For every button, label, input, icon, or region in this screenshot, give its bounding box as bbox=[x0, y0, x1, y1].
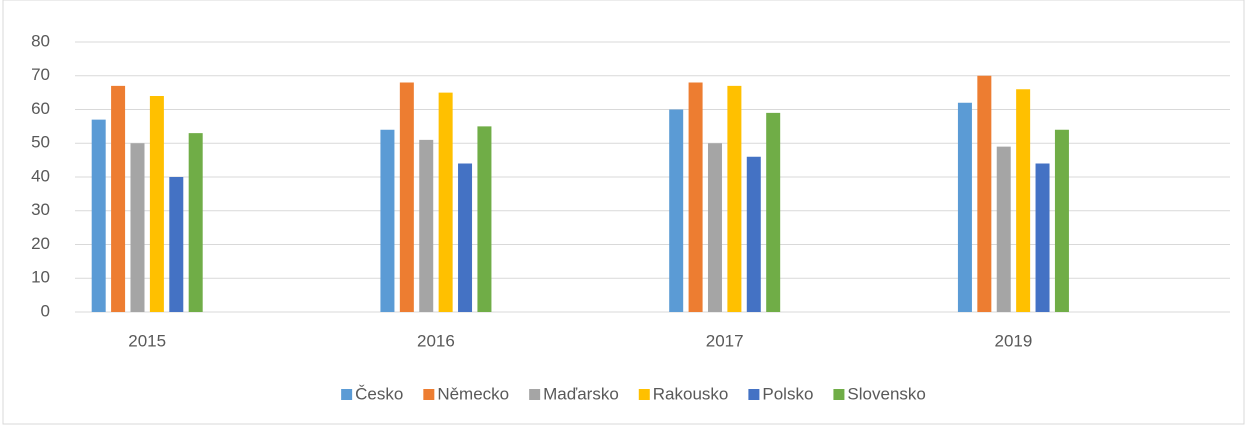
legend-label: Slovensko bbox=[847, 384, 925, 403]
y-tick-label: 10 bbox=[31, 268, 50, 287]
y-tick-label: 0 bbox=[41, 301, 50, 320]
bar bbox=[1054, 129, 1069, 312]
bar bbox=[477, 126, 492, 312]
bar bbox=[977, 75, 992, 312]
legend-swatch bbox=[748, 389, 760, 400]
bar bbox=[957, 102, 972, 312]
legend-swatch bbox=[529, 389, 541, 400]
bar bbox=[169, 177, 184, 312]
legend-label: Polsko bbox=[762, 384, 813, 403]
bar bbox=[1016, 89, 1031, 312]
x-tick-label: 2015 bbox=[128, 331, 166, 350]
legend-swatch bbox=[638, 389, 650, 400]
bar bbox=[746, 156, 761, 312]
legend-label: Německo bbox=[437, 384, 509, 403]
bar bbox=[91, 119, 106, 312]
legend-label: Česko bbox=[355, 384, 403, 403]
bar bbox=[380, 129, 395, 312]
y-tick-label: 40 bbox=[31, 166, 50, 185]
bar bbox=[766, 112, 781, 312]
bar bbox=[130, 143, 145, 312]
bar bbox=[399, 82, 414, 312]
legend-swatch bbox=[833, 389, 845, 400]
bar bbox=[111, 85, 126, 312]
bar bbox=[688, 82, 703, 312]
x-tick-label: 2019 bbox=[995, 331, 1033, 350]
y-tick-label: 70 bbox=[31, 65, 50, 84]
bar bbox=[1035, 163, 1050, 312]
bar bbox=[707, 143, 722, 312]
y-tick-label: 30 bbox=[31, 200, 50, 219]
y-tick-label: 60 bbox=[31, 99, 50, 118]
bar bbox=[996, 146, 1011, 312]
bar bbox=[149, 96, 164, 312]
y-tick-label: 50 bbox=[31, 133, 50, 152]
bar bbox=[669, 109, 684, 312]
bar bbox=[419, 139, 434, 312]
bar bbox=[458, 163, 473, 312]
x-tick-label: 2016 bbox=[417, 331, 455, 350]
legend-swatch bbox=[423, 389, 435, 400]
bar bbox=[438, 92, 453, 312]
bar bbox=[188, 133, 203, 312]
legend-label: Maďarsko bbox=[543, 384, 619, 403]
y-tick-label: 80 bbox=[31, 31, 50, 50]
legend-swatch bbox=[341, 389, 353, 400]
y-tick-label: 20 bbox=[31, 234, 50, 253]
bar bbox=[727, 85, 742, 312]
x-tick-label: 2017 bbox=[706, 331, 744, 350]
legend-label: Rakousko bbox=[653, 384, 729, 403]
